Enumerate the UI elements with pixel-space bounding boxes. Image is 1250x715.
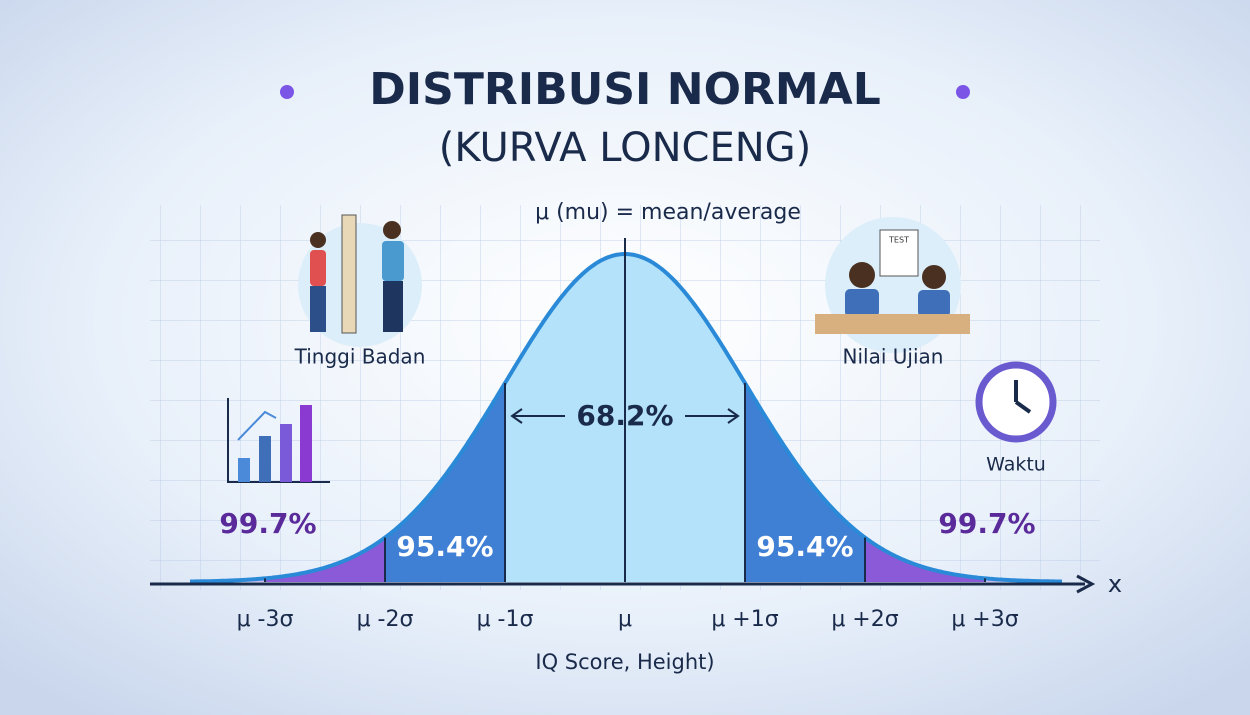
height-icon bbox=[298, 214, 422, 347]
x-tick-label: μ -2σ bbox=[357, 607, 414, 632]
title: DISTRIBUSI NORMAL bbox=[369, 64, 880, 115]
axis-arrow bbox=[1076, 574, 1096, 594]
mean-label: μ (mu) = mean/average bbox=[535, 200, 801, 225]
bar-icon bbox=[227, 398, 330, 483]
dot bbox=[280, 85, 294, 99]
x-tick-label: μ -1σ bbox=[477, 607, 534, 632]
illustration-label: Waktu bbox=[986, 454, 1046, 476]
subtitle: (KURVA LONCENG) bbox=[439, 125, 812, 171]
x-tick-label: μ -3σ bbox=[237, 607, 294, 632]
axis-caption: IQ Score, Height) bbox=[535, 650, 714, 674]
percent-label: 95.4% bbox=[396, 530, 493, 563]
illustration-label: Tinggi Badan bbox=[294, 345, 426, 369]
percent-label: 95.4% bbox=[756, 530, 853, 563]
percent-label: 99.7% bbox=[219, 507, 316, 540]
percent-label: 68.2% bbox=[576, 399, 673, 432]
curve-region bbox=[265, 537, 385, 582]
x-tick-label: μ +3σ bbox=[951, 607, 1018, 632]
percent-label: 99.7% bbox=[938, 507, 1035, 540]
clock-icon bbox=[975, 361, 1057, 443]
x-tick-label: μ +2σ bbox=[831, 607, 898, 632]
sheet-label: TEST bbox=[888, 236, 909, 245]
x-tick-label: μ +1σ bbox=[711, 607, 778, 632]
center-arrows bbox=[510, 408, 740, 424]
x-ticks: μ -3σ μ -2σ μ -1σ μ μ +1σ μ +2σ μ +3σ bbox=[237, 607, 1019, 632]
axis-name: x bbox=[1108, 570, 1122, 598]
exam-icon: TEST bbox=[815, 217, 970, 353]
curve-region bbox=[865, 537, 985, 582]
dot bbox=[956, 85, 970, 99]
x-tick-label: μ bbox=[618, 607, 632, 632]
bell-curve bbox=[190, 238, 1063, 584]
illustration-label: Nilai Ujian bbox=[843, 345, 944, 369]
